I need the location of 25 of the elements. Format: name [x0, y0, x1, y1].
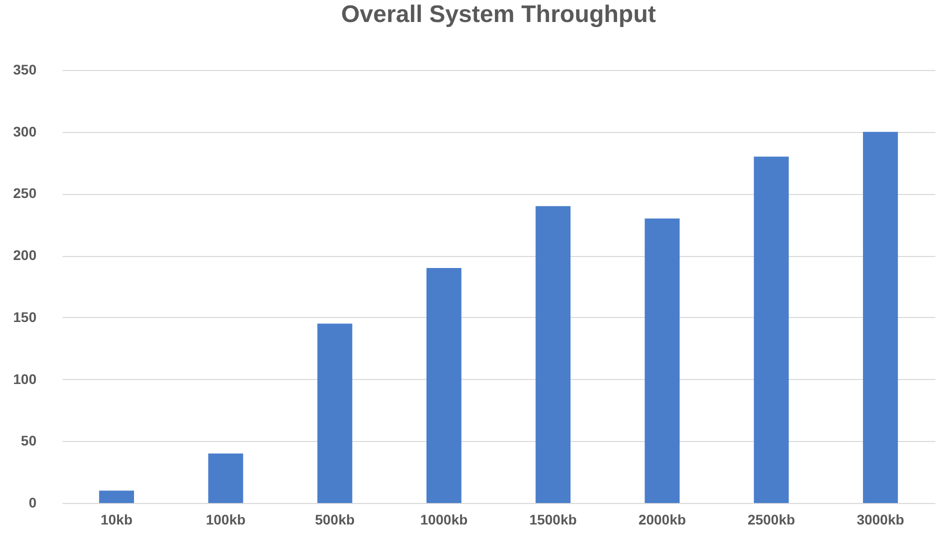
bar — [536, 206, 571, 503]
y-tick-label: 0 — [28, 494, 37, 510]
bar — [208, 454, 244, 503]
y-tick-label: 350 — [13, 62, 37, 78]
y-tick-label: 200 — [13, 247, 37, 264]
bar — [862, 132, 898, 503]
y-tick-label: 250 — [13, 185, 37, 202]
bar — [426, 268, 462, 503]
x-tick-label: 1500kb — [529, 512, 577, 528]
y-tick-label: 300 — [13, 123, 37, 140]
x-tick-label: 100kb — [206, 512, 246, 528]
y-tick-label: 100 — [13, 370, 37, 387]
x-tick-label: 500kb — [314, 512, 355, 528]
x-tick-label: 3000kb — [856, 512, 904, 528]
bar — [754, 156, 789, 503]
x-tick-label: 1000kb — [420, 512, 468, 528]
y-tick-label: 150 — [13, 308, 37, 325]
x-tick-label: 2000kb — [638, 512, 686, 528]
bar — [99, 490, 134, 503]
y-tick-label: 50 — [20, 432, 37, 449]
x-tick-label: 2500kb — [748, 512, 796, 528]
x-tick-label: 10kb — [100, 512, 133, 528]
bar — [644, 218, 680, 503]
chart-title: Overall System Throughput — [341, 1, 656, 28]
bar — [317, 324, 352, 503]
